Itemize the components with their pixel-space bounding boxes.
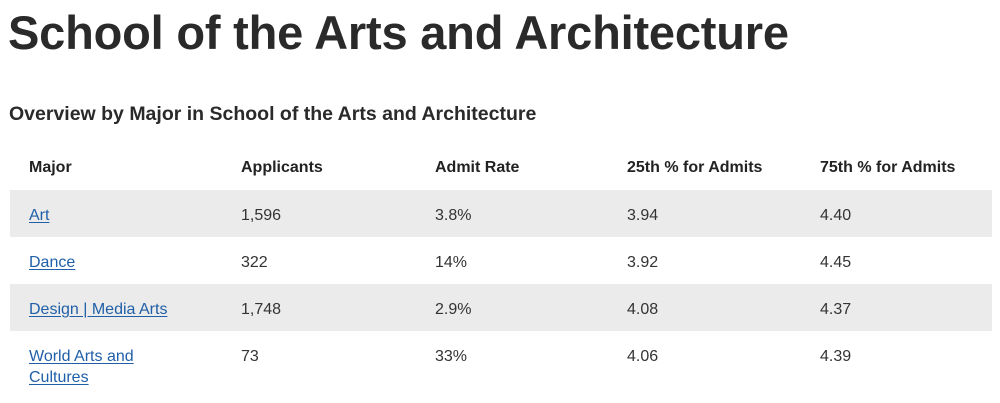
p25-cell: 4.08: [608, 284, 801, 331]
applicants-cell: 1,596: [222, 190, 416, 237]
header-applicants: Applicants: [241, 159, 323, 176]
applicants-cell: 322: [241, 254, 268, 271]
table-row: Dance 322 14% 3.92 4.45: [10, 237, 992, 284]
p75-cell: 4.37: [801, 284, 992, 331]
major-cell: Design | Media Arts: [10, 284, 222, 331]
major-cell: Dance: [10, 237, 222, 284]
table-body: Art 1,596 3.8% 3.94 4.40 Dance 322 14% 3…: [10, 190, 992, 395]
major-link-design-media-arts[interactable]: Design | Media Arts: [29, 301, 168, 318]
admit-rate-cell: 2.9%: [416, 284, 608, 331]
p25-cell: 3.92: [627, 254, 659, 271]
major-link-dance[interactable]: Dance: [29, 254, 76, 271]
p75-cell: 4.45: [820, 254, 852, 271]
major-cell: World Arts and Cultures: [10, 331, 222, 395]
header-75th-percentile: 75th % for Admits: [820, 159, 956, 176]
table-header-row: Major Applicants Admit Rate 25th % for A…: [10, 146, 992, 190]
major-cell: Art: [10, 190, 222, 237]
majors-overview-table: Major Applicants Admit Rate 25th % for A…: [10, 146, 992, 395]
applicants-cell: 1,748: [222, 284, 416, 331]
p25-cell: 3.94: [608, 190, 801, 237]
p75-cell: 4.39: [820, 348, 852, 365]
admit-rate-cell: 14%: [435, 254, 468, 271]
section-heading: Overview by Major in School of the Arts …: [9, 103, 537, 125]
header-25th-percentile: 25th % for Admits: [627, 159, 763, 176]
table-header: Major Applicants Admit Rate 25th % for A…: [10, 146, 992, 190]
table-row: Design | Media Arts 1,748 2.9% 4.08 4.37: [10, 284, 992, 331]
major-link-world-arts-and-cultures[interactable]: World Arts and Cultures: [29, 348, 134, 386]
header-admit-rate: Admit Rate: [435, 159, 520, 176]
major-link-art[interactable]: Art: [29, 207, 50, 224]
table-row: Art 1,596 3.8% 3.94 4.40: [10, 190, 992, 237]
admit-rate-cell: 3.8%: [416, 190, 608, 237]
header-major: Major: [29, 159, 72, 176]
admit-rate-cell: 33%: [435, 348, 468, 365]
applicants-cell: 73: [241, 348, 259, 365]
page-title: School of the Arts and Architecture: [8, 6, 789, 59]
p75-cell: 4.40: [801, 190, 992, 237]
p25-cell: 4.06: [627, 348, 659, 365]
table-row: World Arts and Cultures 73 33% 4.06 4.39: [10, 331, 992, 395]
